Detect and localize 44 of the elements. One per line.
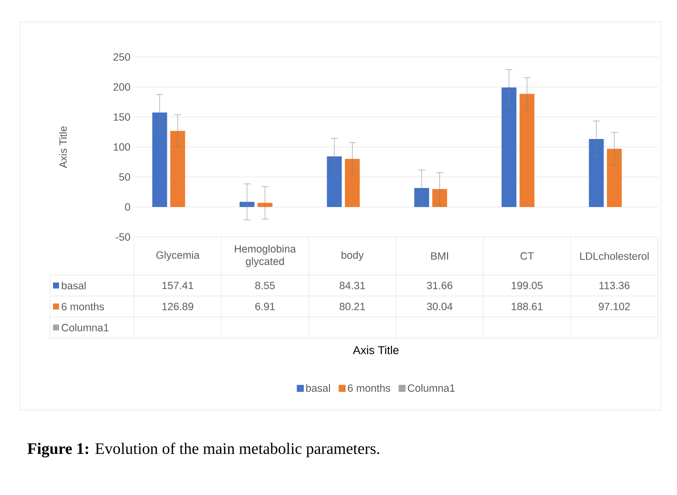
data-label: 188.61: [512, 302, 543, 310]
bar: [240, 202, 254, 207]
text: 6 months: [348, 384, 390, 392]
text: Figure 1: Evolution of the main metabolic parameters.: [27, 442, 380, 458]
bar: [606, 148, 622, 207]
legend-label: 6 months: [62, 302, 104, 310]
data-label: 80.21: [340, 302, 365, 310]
legend-label: Columna1: [408, 384, 455, 392]
data-label: 157.41: [162, 282, 194, 290]
data-label: 113.36: [599, 282, 630, 290]
y-tick-label: -50: [116, 233, 130, 241]
data-label: 8.55: [255, 282, 275, 290]
text: Columna1: [62, 324, 109, 332]
bar: [502, 88, 516, 207]
data-label: 31.66: [426, 282, 452, 290]
x-tick-label: Hemoglobina glycated: [234, 244, 296, 268]
x-tick-label: body: [342, 251, 364, 261]
y-tick-label: 150: [114, 113, 130, 121]
legend-label: basal: [62, 282, 86, 290]
data-label: 126.89: [162, 302, 194, 310]
x-tick-label: BMI: [431, 252, 448, 260]
y-tick-label: 0: [125, 203, 130, 211]
data-label: 30.04: [426, 302, 452, 310]
bar: [152, 112, 168, 207]
text: Axis Title: [352, 346, 399, 354]
data-label: 199.05: [512, 282, 543, 290]
x-tick-label: CT: [520, 252, 534, 260]
y-tick-label: 50: [119, 173, 130, 181]
y-tick-label: 200: [114, 83, 130, 91]
bar: [588, 138, 604, 207]
y-axis-title: Axis Title: [59, 126, 67, 168]
x-tick-label: Glycemia: [156, 251, 200, 261]
bar: [258, 202, 272, 207]
data-label: 97.102: [598, 302, 630, 310]
bar: [344, 158, 360, 207]
bar: [326, 156, 342, 207]
bar: [520, 94, 534, 207]
y-tick-label: 100: [114, 143, 130, 151]
bar: [170, 130, 186, 207]
text: basal: [306, 384, 330, 392]
data-label: 6.91: [255, 302, 275, 310]
data-label: 84.31: [340, 282, 365, 290]
x-tick-label: LDLcholesterol: [580, 252, 649, 260]
y-tick-label: 250: [114, 53, 130, 61]
